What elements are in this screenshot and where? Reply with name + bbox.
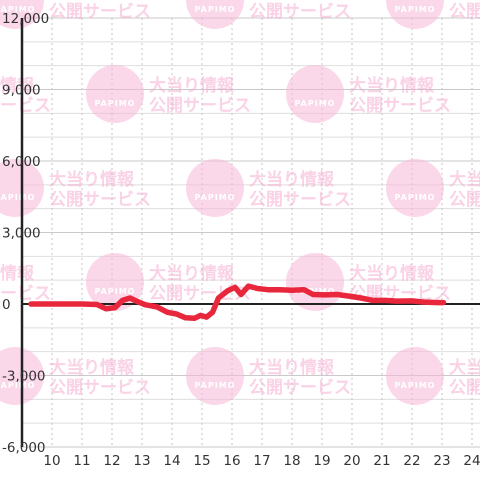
watermark-logo-text: PAPIMO — [395, 5, 436, 14]
watermark-title: 大当り情報 — [449, 0, 480, 2]
y-tick-label: 6,000 — [2, 154, 41, 170]
watermark-title: 大当り情報 — [49, 169, 135, 190]
watermark-logo-text: PAPIMO — [0, 381, 35, 390]
watermark-title: 大当り情報 — [49, 0, 135, 2]
watermark-logo-circle — [0, 0, 44, 29]
x-tick-label: 13 — [133, 453, 150, 469]
watermark-title: 大当り情報 — [249, 357, 335, 378]
x-tick-label: 20 — [343, 453, 360, 469]
x-tick-label: 16 — [223, 453, 240, 469]
watermark-title: 大当り情報 — [349, 263, 435, 284]
y-tick-label: -6,000 — [2, 440, 46, 456]
watermark-title: 大当り情報 — [249, 0, 335, 2]
y-tick-label: 9,000 — [2, 83, 41, 99]
watermark-subtitle: 公開サービス — [0, 96, 51, 116]
watermark-title: 大当り情報 — [449, 357, 480, 378]
watermark-subtitle: 公開サービス — [449, 190, 480, 210]
watermark-title: 大当り情報 — [349, 75, 435, 96]
watermark-subtitle: 公開サービス — [349, 96, 451, 116]
watermark-title: 大当り情報 — [249, 169, 335, 190]
watermark-logo-text: PAPIMO — [95, 99, 136, 108]
watermark-logo-text: PAPIMO — [0, 193, 35, 202]
watermark-subtitle: 公開サービス — [49, 378, 151, 398]
x-tick-label: 24 — [463, 453, 480, 469]
watermark-subtitle: 公開サービス — [249, 378, 351, 398]
x-tick-label: 11 — [73, 453, 90, 469]
x-tick-label: 14 — [163, 453, 180, 469]
watermark-logo-text: PAPIMO — [395, 193, 436, 202]
watermark-subtitle: 公開サービス — [149, 96, 251, 116]
x-tick-label: 18 — [283, 453, 300, 469]
x-tick-label: 21 — [373, 453, 390, 469]
series-line — [28, 283, 447, 322]
watermark-title: 大当り情報 — [49, 357, 135, 378]
y-tick-label: 12,000 — [2, 11, 49, 27]
watermark-logo-text: PAPIMO — [0, 5, 35, 14]
y-tick-label: -3,000 — [2, 369, 46, 385]
watermark-subtitle: 公開サービス — [49, 190, 151, 210]
x-tick-label: 22 — [403, 453, 420, 469]
watermark-subtitle: 公開サービス — [0, 284, 51, 304]
watermark-subtitle: 公開サービス — [449, 378, 480, 398]
watermark-logo-text: PAPIMO — [295, 287, 336, 296]
watermark-logo-circle — [286, 65, 344, 123]
watermark-title: 大当り情報 — [149, 263, 235, 284]
watermark-logo-circle — [386, 347, 444, 405]
watermark-title: 大当り情報 — [0, 263, 35, 284]
watermark-logo-circle — [186, 347, 244, 405]
watermark: PAPIMO大当り情報公開サービスPAPIMO大当り情報公開サービスPAPIMO… — [0, 0, 480, 405]
x-tick-label: 19 — [313, 453, 330, 469]
watermark-title: 大当り情報 — [0, 75, 35, 96]
watermark-logo-text: PAPIMO — [395, 381, 436, 390]
watermark-logo-circle — [86, 65, 144, 123]
watermark-subtitle: 公開サービス — [249, 190, 351, 210]
y-tick-label: 3,000 — [2, 226, 41, 242]
watermark-title: 大当り情報 — [449, 169, 480, 190]
watermark-logo-circle — [186, 159, 244, 217]
watermark-subtitle: 公開サービス — [449, 2, 480, 22]
watermark-logo-text: PAPIMO — [295, 99, 336, 108]
watermark-logo-circle — [186, 0, 244, 29]
watermark-subtitle: 公開サービス — [249, 2, 351, 22]
x-tick-label: 12 — [103, 453, 120, 469]
watermark-logo-circle — [286, 253, 344, 311]
watermark-logo-text: PAPIMO — [195, 193, 236, 202]
watermark-logo-text: PAPIMO — [95, 287, 136, 296]
x-tick-label: 17 — [253, 453, 270, 469]
watermark-logo-circle — [386, 0, 444, 29]
watermark-subtitle: 公開サービス — [49, 2, 151, 22]
watermark-logo-text: PAPIMO — [195, 5, 236, 14]
series-layer — [28, 283, 447, 322]
watermark-title: 大当り情報 — [149, 75, 235, 96]
x-tick-label: 23 — [433, 453, 450, 469]
y-tick-label: 0 — [2, 297, 11, 313]
watermark-logo-circle — [386, 159, 444, 217]
watermark-logo-text: PAPIMO — [195, 381, 236, 390]
x-tick-label: 15 — [193, 453, 210, 469]
x-tick-label: 10 — [43, 453, 60, 469]
